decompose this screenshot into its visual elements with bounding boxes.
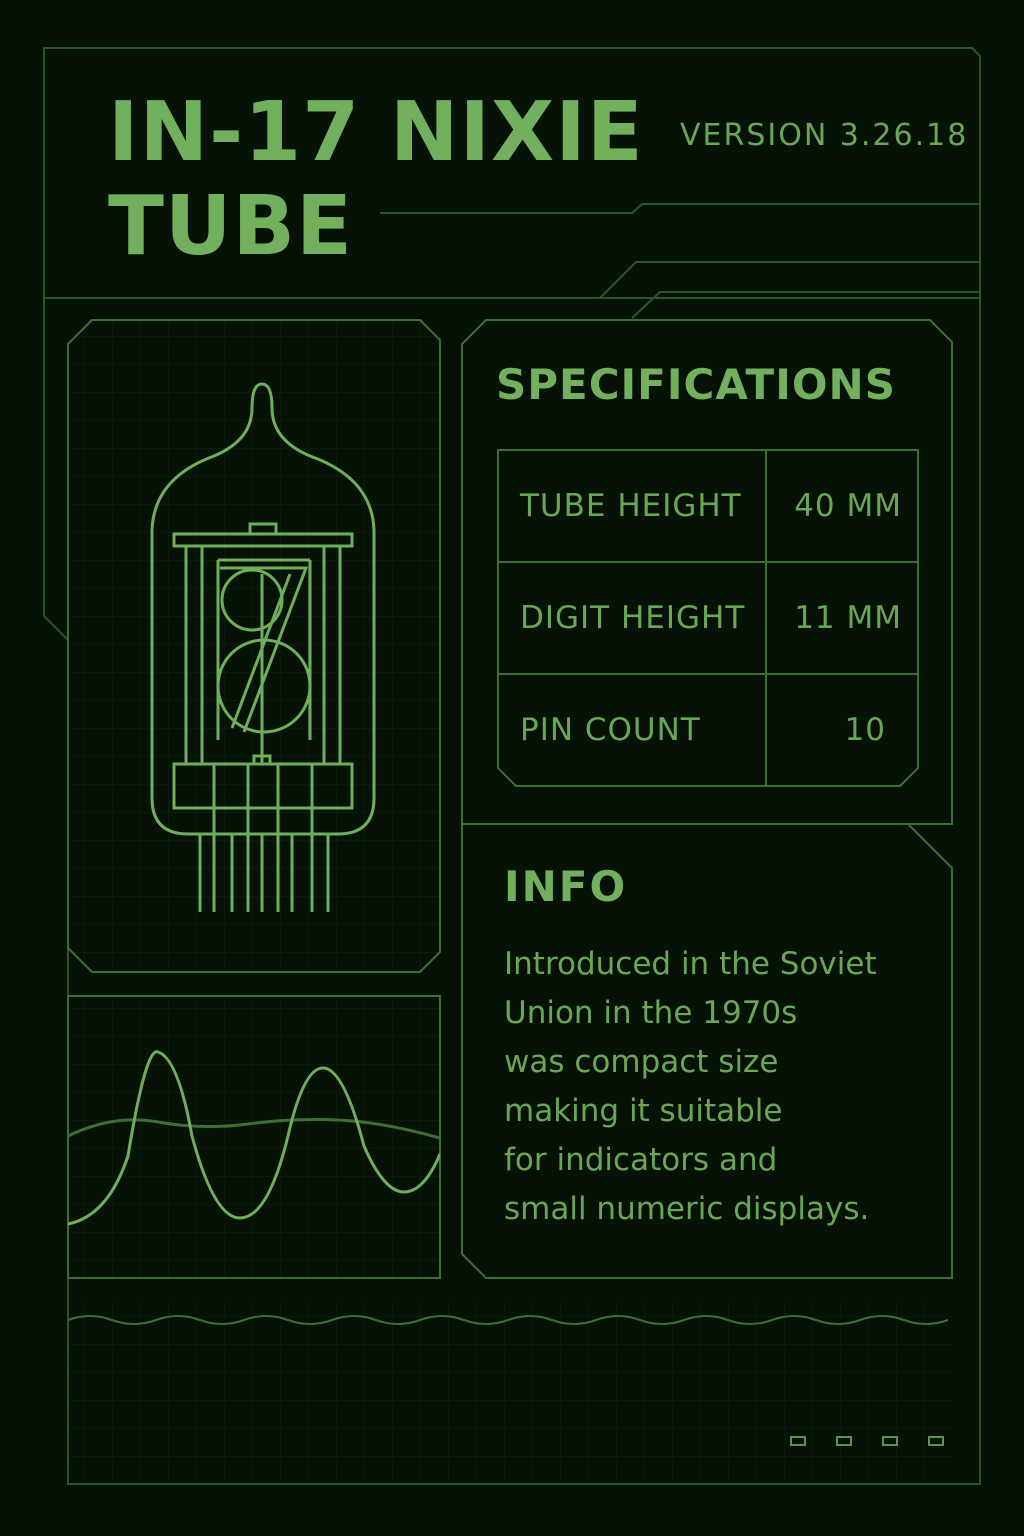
specifications-heading: SPECIFICATIONS xyxy=(496,360,896,409)
info-heading: INFO xyxy=(504,862,628,911)
info-description: Introduced in the Soviet Union in the 19… xyxy=(504,940,924,1234)
indicator-square xyxy=(790,1436,806,1446)
spec-row: DIGIT HEIGHT 11 MM xyxy=(498,562,918,674)
spec-row: PIN COUNT 10 xyxy=(498,674,918,786)
version-label: VERSION 3.26.18 xyxy=(680,118,969,153)
info-line: Union in the 1970s xyxy=(504,995,798,1031)
title-line-2: TUBE xyxy=(108,179,354,274)
indicator-square xyxy=(836,1436,852,1446)
spec-label: TUBE HEIGHT xyxy=(520,488,742,524)
info-line: for indicators and xyxy=(504,1142,778,1178)
info-line: small numeric displays. xyxy=(504,1191,870,1227)
spec-label: PIN COUNT xyxy=(520,712,701,748)
waveform-icon xyxy=(68,1050,440,1226)
title-line-1: IN-17 NIXIE xyxy=(108,85,644,180)
spec-row: TUBE HEIGHT 40 MM xyxy=(498,450,918,562)
spec-label: DIGIT HEIGHT xyxy=(520,600,746,636)
spec-value: 40 MM xyxy=(794,488,902,524)
info-line: Introduced in the Soviet xyxy=(504,946,877,982)
indicator-square xyxy=(882,1436,898,1446)
nixie-tube-icon xyxy=(150,382,376,912)
specifications-table: TUBE HEIGHT 40 MM DIGIT HEIGHT 11 MM PIN… xyxy=(498,450,918,786)
page-title: IN-17 NIXIE TUBE xyxy=(108,86,644,274)
spec-value: 11 MM xyxy=(794,600,902,636)
spec-value: 10 xyxy=(844,712,886,748)
info-line: making it suitable xyxy=(504,1093,783,1129)
indicator-square xyxy=(928,1436,944,1446)
page-indicators xyxy=(790,1436,944,1446)
info-line: was compact size xyxy=(504,1044,779,1080)
